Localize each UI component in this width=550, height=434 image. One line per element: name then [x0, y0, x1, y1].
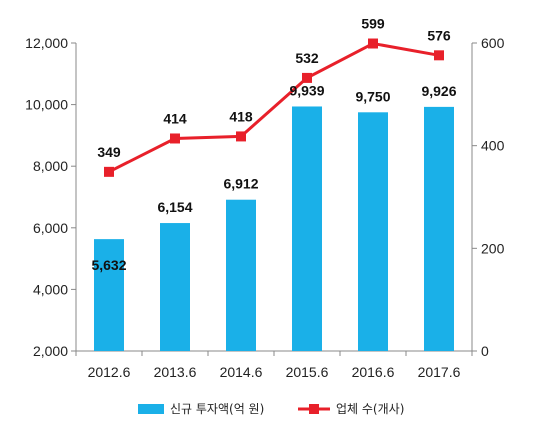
left-tick-label: 10,000: [25, 97, 68, 113]
line-path: [108, 41, 440, 174]
legend-bar-label: 신규 투자액(억 원): [170, 402, 264, 416]
bar: [160, 223, 190, 351]
bar: [424, 106, 454, 351]
line-marker: [104, 166, 114, 177]
legend-bar-swatch: [138, 404, 164, 414]
bar-data-label: 6,154: [157, 199, 192, 215]
right-tick-label: 600: [481, 35, 505, 51]
line-data-label: 532: [295, 50, 319, 66]
left-tick-label: 2,000: [33, 343, 68, 359]
bar-data-label: 6,912: [223, 176, 258, 192]
legend-line-marker: [309, 404, 319, 414]
left-tick-label: 12,000: [25, 35, 68, 51]
data-labels: 5,632 6,154 6,912 9,939 9,750 9,926 349 414 418 5…: [91, 16, 456, 274]
x-tick-label: 2014.6: [220, 364, 263, 380]
chart-axes: 2,000 4,000 6,000 8,000 10,000 12,000 0 200 400 6…: [25, 35, 504, 380]
legend-line-label: 업체 수(개사): [336, 402, 404, 416]
bar: [292, 106, 322, 352]
left-tick-label: 6,000: [33, 220, 68, 236]
left-tick-label: 8,000: [33, 158, 68, 174]
legend: 신규 투자액(억 원) 업체 수(개사): [138, 402, 404, 416]
line-data-label: 599: [361, 16, 385, 32]
bar: [94, 239, 124, 351]
line-data-label: 414: [163, 110, 187, 126]
x-tick-label: 2012.6: [88, 364, 131, 380]
line-marker: [302, 72, 312, 83]
bar-data-label: 5,632: [91, 257, 126, 273]
bar-series: [94, 106, 454, 352]
line-marker: [236, 131, 246, 142]
line-marker: [368, 38, 378, 49]
bar: [226, 199, 256, 351]
line-series: [104, 38, 444, 177]
line-data-label: 576: [427, 27, 451, 43]
x-tick-label: 2013.6: [154, 364, 197, 380]
line-marker: [170, 133, 180, 144]
bar-data-label: 9,939: [289, 82, 324, 98]
left-tick-label: 4,000: [33, 281, 68, 297]
bar-data-label: 9,750: [355, 88, 390, 104]
x-tick-label: 2016.6: [352, 364, 395, 380]
bar: [358, 112, 388, 351]
x-tick-label: 2015.6: [286, 364, 329, 380]
right-tick-label: 0: [481, 343, 489, 359]
line-marker: [434, 50, 444, 61]
line-data-label: 349: [97, 144, 121, 160]
line-data-label: 418: [229, 108, 253, 124]
x-tick-label: 2017.6: [418, 364, 461, 380]
right-tick-label: 200: [481, 240, 505, 256]
bar-data-label: 9,926: [421, 83, 456, 99]
right-tick-label: 400: [481, 138, 505, 154]
